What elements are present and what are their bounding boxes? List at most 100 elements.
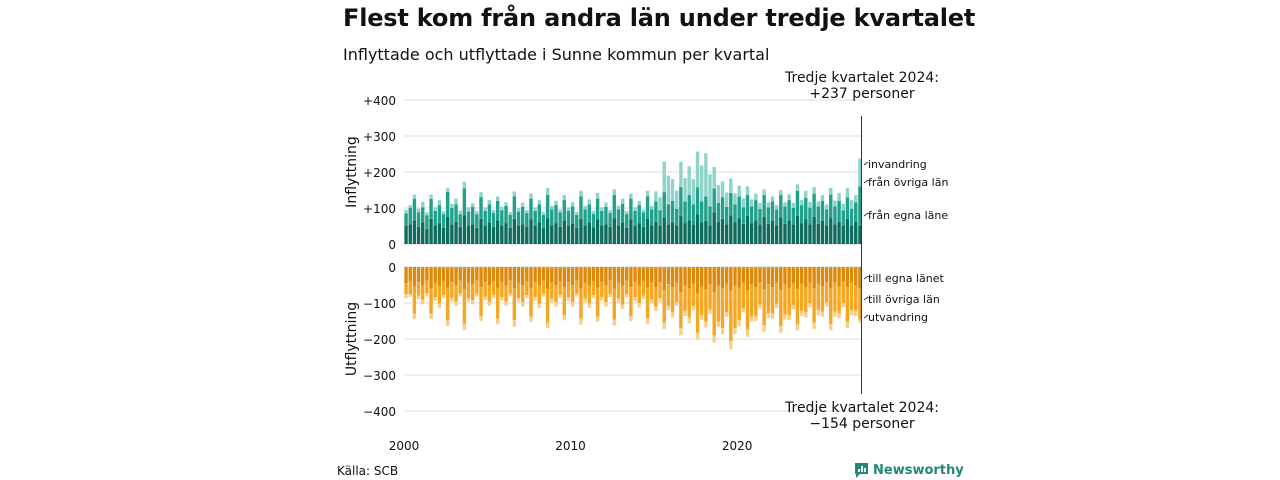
bar-segment [625,267,629,281]
bar-segment [404,267,408,284]
bar-segment [662,161,666,193]
series-label: från egna läne [868,209,948,222]
bar-segment [662,290,666,323]
bar-segment [612,288,616,320]
bar-segment [841,267,845,283]
bar-segment [641,226,646,244]
bar-segment [637,205,641,224]
bar-segment [716,184,721,203]
bar-segment [633,210,637,226]
bar-segment [483,296,487,301]
bar-segment [533,207,537,211]
bar-segment [729,290,733,342]
bar-segment [412,194,417,199]
bar-segment [833,267,837,283]
bar-segment [645,318,650,324]
bar-segment [529,198,533,220]
bar-segment [808,303,812,308]
bar-segment [512,218,517,244]
bar-segment [808,267,812,283]
bar-segment [566,297,571,301]
bar-segment [600,267,604,283]
bar-segment [625,227,629,244]
bar-segment [795,184,800,191]
bar-segment [562,220,566,244]
bar-segment [724,206,729,225]
bar-segment [712,188,716,213]
bar-segment [691,283,696,306]
bar-segment [425,280,429,294]
bar-segment [687,195,691,221]
bar-segment [533,297,537,301]
bar-segment [641,267,646,282]
bar-segment [754,287,758,316]
bar-segment [570,285,575,303]
bar-segment [708,206,712,226]
bar-segment [462,267,467,290]
bar-segment [837,200,841,222]
bar-segment [708,309,712,314]
bar-segment [466,282,471,298]
bar-segment [854,310,858,316]
bar-segment [733,328,737,334]
bar-segment [666,267,671,285]
bar-segment [641,281,646,296]
bar-segment [637,200,641,206]
bar-segment [446,188,450,192]
bar-segment [708,267,712,285]
bar-segment [766,313,771,319]
bar-segment [570,206,575,224]
bar-segment [408,224,412,244]
bar-segment [758,202,762,209]
y-tick-label: 0 [388,238,396,252]
bar-segment [650,205,654,210]
bar-segment [454,198,458,205]
bar-segment [433,267,437,283]
bar-segment [466,207,471,212]
bar-segment [745,329,750,337]
bar-segment [495,220,500,244]
bar-segment [837,267,841,287]
bar-segment [645,190,650,197]
bar-segment [520,224,525,244]
bar-segment [695,151,700,188]
bar-segment [583,298,587,303]
bar-segment [545,194,550,219]
bar-segment [704,321,708,328]
bar-segment [712,267,716,293]
bar-segment [629,287,633,316]
bar-segment [525,213,529,227]
bar-segment [741,282,746,309]
bar-segment [429,313,433,319]
bar-segment [541,214,546,228]
bar-segment [429,288,433,314]
bar-segment [666,305,671,311]
y-tick-label: −400 [363,405,396,419]
bar-segment [791,305,795,310]
bar-segment [637,303,641,308]
bar-segment [404,294,408,299]
bar-segment [658,197,662,211]
bar-segment [633,297,637,301]
bar-segment [587,285,591,304]
bar-segment [520,285,525,303]
bar-segment [620,304,625,309]
bar-segment [791,224,795,244]
label-leader [863,296,869,301]
bar-segment [699,315,704,321]
bar-segment [758,282,762,305]
bar-segment [687,166,691,196]
bar-segment [604,267,608,285]
bar-segment [670,222,675,244]
bar-segment [595,198,600,220]
bar-segment [854,267,858,286]
bar-segment [558,209,562,213]
bar-segment [691,204,696,225]
bar-segment [595,192,600,199]
bar-segment [787,315,791,321]
bar-segment [662,267,666,291]
bar-segment [645,267,650,288]
bar-segment [691,224,696,244]
bar-segment [470,224,475,244]
bar-segment [529,219,533,244]
